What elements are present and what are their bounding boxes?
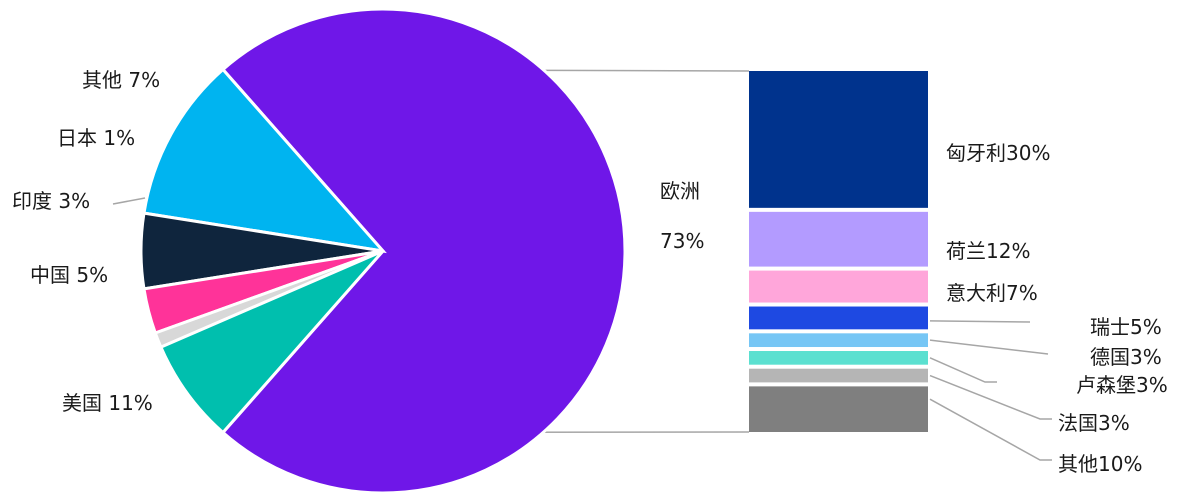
bar-label-hungary: 匈牙利30%	[946, 141, 1050, 165]
bar-label-other: 其他10%	[1058, 452, 1142, 476]
leader-luxembourg	[929, 357, 997, 383]
pie-slice-usa	[142, 67, 387, 254]
bar-label-france: 法国3%	[1058, 411, 1130, 435]
bar-segment-luxembourg	[749, 351, 928, 365]
pie-slice-other	[158, 249, 385, 435]
breakdown-bar	[749, 71, 928, 432]
bar-label-luxembourg: 卢森堡3%	[1076, 373, 1168, 397]
bar-segment-hungary	[749, 71, 928, 208]
leader-switzerland	[929, 320, 1031, 323]
leader-germany	[929, 339, 1049, 355]
pie	[139, 7, 627, 493]
bar-label-switzerland: 瑞士5%	[1090, 315, 1162, 339]
bar-segment-germany	[749, 333, 928, 348]
bar-segment-switzerland	[749, 306, 928, 330]
bar-label-italy: 意大利7%	[946, 281, 1038, 305]
leader-other	[929, 398, 1052, 461]
labels: 欧洲 73% 美国 11% 中国 5% 印度 3% 日本 1% 其他 7% 匈牙…	[12, 68, 1168, 476]
pie-label-china: 中国 5%	[30, 263, 108, 287]
bar-label-netherlands: 荷兰12%	[946, 239, 1030, 263]
bar-label-germany: 德国3%	[1090, 345, 1162, 369]
pie-label-other: 其他 7%	[82, 68, 160, 92]
leader-india	[112, 197, 146, 205]
leader-france	[929, 374, 1052, 420]
bar-segment-other	[749, 386, 928, 432]
pie-label-europe-value: 73%	[660, 229, 704, 253]
bar-segment-france	[749, 368, 928, 383]
bar-segment-italy	[749, 270, 928, 303]
pie-label-india: 印度 3%	[12, 189, 90, 213]
pie-label-europe-name: 欧洲	[660, 179, 700, 203]
leader-lines	[112, 197, 1052, 461]
pie-label-japan: 日本 1%	[57, 126, 135, 150]
bar-segment-netherlands	[749, 211, 928, 267]
pie-label-usa: 美国 11%	[62, 391, 153, 415]
